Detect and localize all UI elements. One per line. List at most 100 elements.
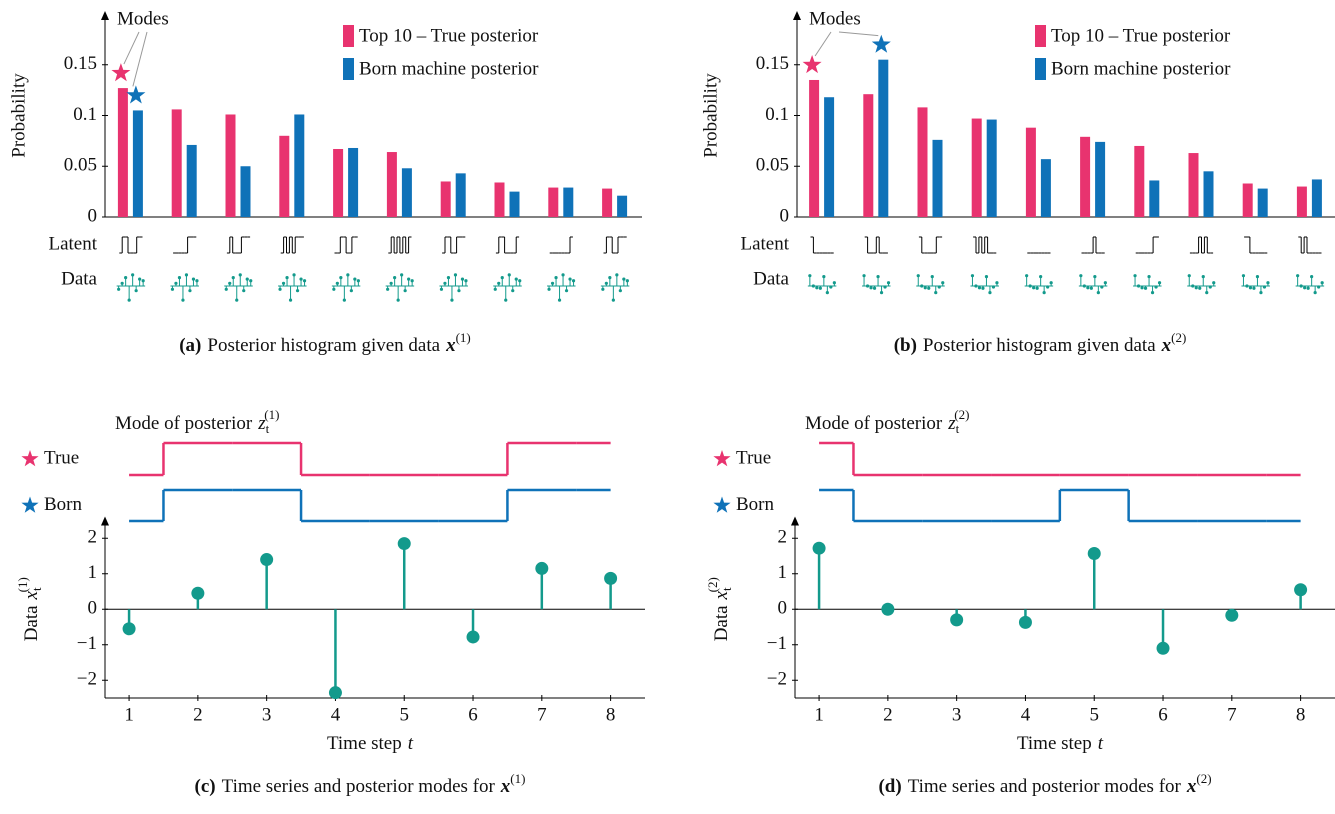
data-glyph-dot (927, 286, 931, 290)
y-tick-label: 1 (88, 562, 98, 583)
data-glyph-dot (1133, 274, 1137, 278)
y-axis-label-sub: t (29, 587, 44, 591)
data-glyph-dot (550, 281, 555, 285)
bar (117, 88, 128, 217)
caption-label: (b) (894, 335, 917, 356)
data-glyph-dot (242, 289, 246, 293)
y-tick-label: −2 (77, 669, 97, 690)
data-glyph-dot (1089, 286, 1093, 290)
data-glyph-dot (1147, 274, 1151, 279)
data-glyph-dot (1208, 285, 1212, 289)
x-tick-label: 7 (1227, 704, 1237, 725)
annotation-leader (123, 31, 140, 65)
bar (1311, 179, 1322, 217)
data-glyph-dot (1049, 281, 1053, 285)
caption-sup: (2) (1196, 771, 1211, 786)
y-tick-label: −2 (767, 669, 787, 690)
data-glyph-dot (1187, 274, 1191, 278)
data-glyph-dot (443, 281, 447, 285)
data-glyph-dot (174, 281, 178, 285)
mode-star (802, 55, 822, 74)
x-tick-label: 8 (606, 704, 616, 725)
data-glyph-dot (571, 279, 576, 283)
legend-swatch (343, 25, 354, 47)
stem-marker (604, 571, 618, 585)
stem-marker (1294, 583, 1308, 597)
bar (602, 188, 613, 217)
data-glyph-dot (138, 277, 142, 281)
caption-sup: (2) (1171, 330, 1186, 345)
annotation-leader (838, 31, 879, 37)
data-glyph-dot (332, 287, 336, 291)
data-glyph-dot (457, 289, 461, 293)
data-glyph-dot (497, 281, 501, 285)
stem-marker (191, 586, 205, 600)
data-glyph-dot (564, 289, 569, 293)
bar (386, 152, 397, 217)
y-tick-label: 2 (778, 527, 788, 548)
data-glyph-dot (554, 276, 558, 280)
axis-arrow (101, 11, 109, 20)
data-glyph-dot (120, 281, 124, 285)
caption-var: x (500, 776, 511, 797)
chart-title-sub: t (956, 421, 960, 436)
stem-marker (950, 613, 964, 627)
data-glyph-dot (1100, 285, 1104, 289)
data-glyph-dot (134, 289, 138, 293)
y-tick-label: 0.1 (73, 104, 97, 125)
data-glyph-dot (879, 291, 884, 295)
data-glyph-dot (916, 274, 920, 278)
data-glyph-dot (1259, 291, 1263, 295)
bar (279, 135, 290, 217)
bar (863, 94, 874, 217)
data-glyph-dot (1032, 286, 1036, 290)
data-glyph-dot (1255, 274, 1260, 279)
data-glyph-dot (1306, 286, 1310, 290)
x-tick-label: 3 (952, 704, 962, 725)
bar (401, 168, 412, 217)
data-glyph-dot (604, 281, 608, 285)
caption: (d) Time series and posterior modes for x(… (878, 771, 1211, 797)
data-glyph-dot (1028, 284, 1032, 288)
data-glyph-dot (177, 276, 182, 280)
chart-title-sup: (1) (264, 407, 279, 422)
data-glyph-dot (1266, 281, 1270, 285)
axis-arrow (791, 516, 799, 526)
data-glyph-dot (808, 274, 812, 278)
data-glyph-dot (822, 274, 826, 279)
bar (494, 182, 505, 217)
bar (1040, 159, 1051, 217)
bar (1134, 145, 1145, 217)
stem-marker (1156, 641, 1170, 655)
data-glyph-dot (439, 287, 444, 291)
y-tick-label: 0.15 (756, 53, 789, 74)
data-glyph-dot (403, 289, 407, 293)
data-glyph-dot (285, 276, 289, 280)
bar (1242, 183, 1253, 217)
bar (348, 147, 359, 217)
data-glyph-dot (302, 279, 307, 283)
y-tick-label: 0 (780, 205, 790, 226)
caption: (b) Posterior histogram given data x(2) (894, 330, 1187, 356)
data-glyph-dot (124, 276, 128, 280)
data-glyph-dot (1082, 284, 1086, 288)
y-tick-label: −1 (77, 633, 97, 654)
data-glyph-dot (865, 284, 870, 288)
y-tick-label: −1 (767, 633, 787, 654)
data-glyph-dot (876, 274, 880, 279)
legend-label: Born machine posterior (359, 58, 539, 79)
data-glyph-dot (288, 298, 293, 302)
data-glyph-dot (342, 298, 346, 302)
data-glyph-dot (937, 285, 941, 289)
data-glyph-dot (1194, 286, 1198, 290)
bar (1203, 171, 1214, 217)
bar (932, 139, 943, 217)
y-axis-label-sup: (2) (705, 577, 720, 592)
data-glyph-dot (249, 279, 253, 283)
bar (333, 148, 344, 217)
data-glyph-dot (984, 274, 989, 279)
y-tick-label: 0.15 (64, 53, 97, 74)
data-glyph-dot (1262, 285, 1267, 289)
stem-marker (535, 561, 549, 575)
data-glyph-dot (1212, 281, 1216, 285)
